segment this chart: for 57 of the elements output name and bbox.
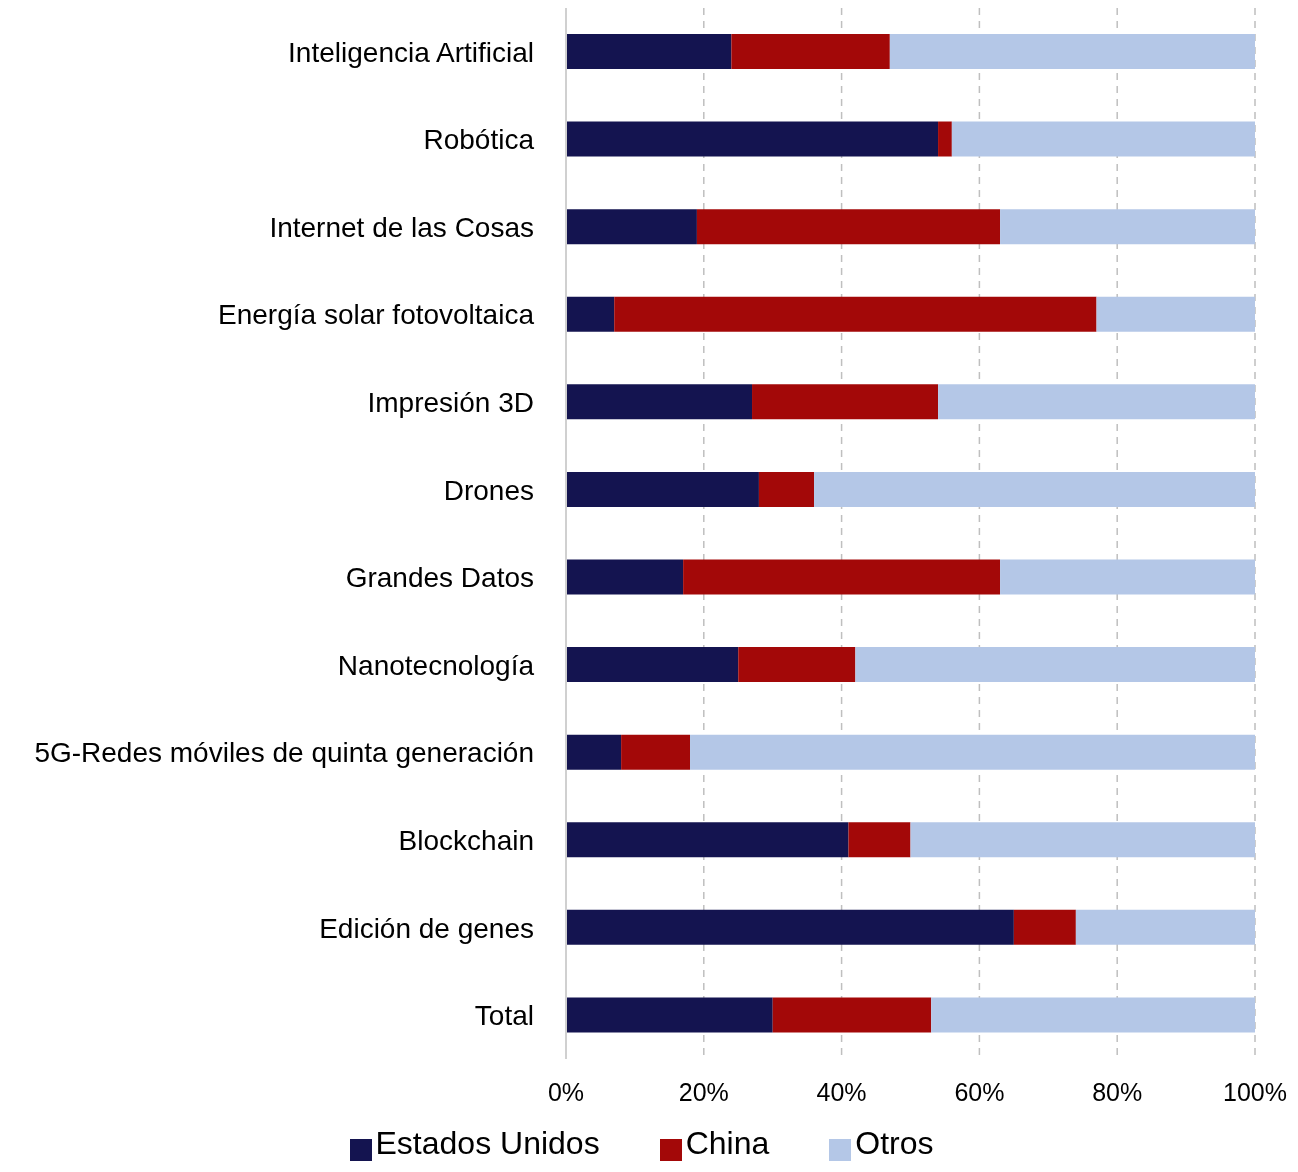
- bar: [683, 559, 1001, 595]
- y-tick-label: Blockchain: [398, 824, 534, 856]
- y-tick-label: Inteligencia Artificial: [288, 36, 534, 68]
- y-tick-label: 5G-Redes móviles de quinta generación: [34, 737, 534, 769]
- bar: [848, 822, 911, 858]
- y-tick-label: Drones: [443, 474, 534, 506]
- y-tick-label: Total: [474, 1000, 534, 1032]
- bar: [566, 34, 732, 69]
- x-tick-label: 20%: [678, 1077, 729, 1106]
- legend-label: Otros: [855, 1125, 934, 1161]
- bar: [731, 34, 890, 69]
- bar: [910, 822, 1255, 858]
- bar: [951, 121, 1255, 157]
- bar: [566, 471, 759, 507]
- legend-label: China: [685, 1125, 770, 1161]
- bar: [814, 471, 1255, 507]
- bar: [938, 121, 952, 157]
- bar: [1075, 909, 1255, 945]
- bar: [566, 209, 697, 245]
- y-tick-label: Impresión 3D: [367, 387, 534, 419]
- bar: [566, 559, 684, 595]
- bar: [566, 647, 739, 683]
- bar: [938, 384, 1255, 420]
- x-tick-label: 0%: [547, 1077, 585, 1106]
- bar: [1013, 909, 1076, 945]
- y-tick-label: Robótica: [423, 124, 535, 156]
- bar: [738, 647, 856, 683]
- bar: [566, 121, 939, 157]
- bar: [614, 296, 1097, 332]
- legend-label: Estados Unidos: [375, 1125, 600, 1161]
- bar: [566, 997, 773, 1033]
- bar: [855, 647, 1255, 683]
- y-tick-label: Grandes Datos: [345, 562, 534, 594]
- x-tick-label: 40%: [816, 1077, 867, 1106]
- bar: [752, 384, 939, 420]
- bar: [931, 997, 1255, 1033]
- y-tick-label: Nanotecnología: [337, 649, 535, 681]
- bar: [1000, 559, 1255, 595]
- bar: [566, 734, 622, 770]
- bar: [889, 34, 1255, 69]
- bar: [566, 296, 615, 332]
- bar: [1096, 296, 1255, 332]
- y-tick-label: Edición de genes: [319, 912, 534, 944]
- bar: [696, 209, 1001, 245]
- bar: [758, 471, 815, 507]
- bar: [566, 909, 1014, 945]
- x-tick-label: 80%: [1092, 1077, 1143, 1106]
- bar: [621, 734, 691, 770]
- bar: [772, 997, 932, 1033]
- bar: [566, 384, 753, 420]
- bar: [690, 734, 1255, 770]
- x-tick-label: 100%: [1223, 1077, 1287, 1106]
- bar: [1000, 209, 1255, 245]
- y-tick-label: Energía solar fotovoltaica: [218, 299, 535, 331]
- bar: [566, 822, 849, 858]
- x-tick-label: 60%: [954, 1077, 1005, 1106]
- y-tick-label: Internet de las Cosas: [269, 211, 534, 243]
